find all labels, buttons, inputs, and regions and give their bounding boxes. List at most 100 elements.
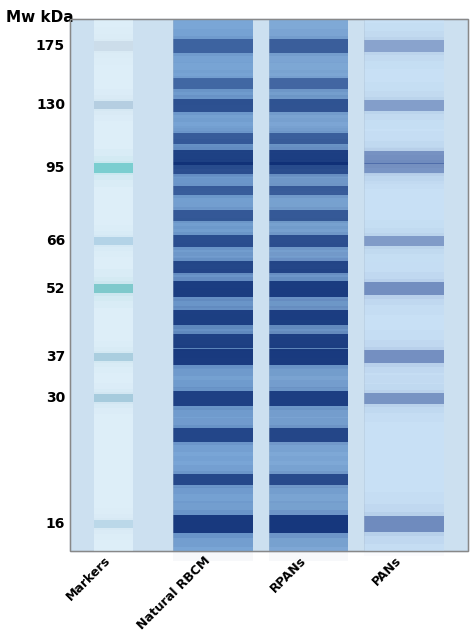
Bar: [173, 324, 253, 358]
Bar: [365, 22, 444, 69]
Bar: [173, 39, 253, 53]
Bar: [173, 244, 253, 290]
Text: 95: 95: [46, 161, 65, 175]
Bar: [173, 36, 253, 56]
Bar: [269, 252, 348, 281]
Bar: [173, 235, 253, 247]
Bar: [269, 345, 348, 369]
Bar: [365, 228, 444, 254]
Bar: [93, 161, 133, 175]
Bar: [93, 149, 133, 187]
Bar: [173, 217, 253, 264]
Bar: [269, 235, 348, 247]
Bar: [173, 29, 253, 63]
Bar: [93, 163, 133, 173]
Bar: [365, 393, 444, 404]
Bar: [173, 194, 253, 237]
Bar: [269, 324, 348, 358]
Bar: [173, 515, 253, 533]
Bar: [93, 27, 133, 65]
Bar: [93, 394, 133, 403]
Bar: [269, 19, 348, 551]
Bar: [269, 428, 348, 442]
Bar: [269, 256, 348, 320]
Bar: [173, 147, 253, 169]
Text: 30: 30: [46, 392, 65, 406]
Text: 52: 52: [46, 281, 65, 296]
Bar: [173, 99, 253, 112]
Bar: [173, 76, 253, 92]
Bar: [269, 208, 348, 223]
Bar: [173, 428, 253, 442]
Bar: [269, 369, 348, 428]
Bar: [365, 512, 444, 536]
Bar: [269, 89, 348, 122]
Bar: [269, 71, 348, 97]
Bar: [269, 133, 348, 144]
Bar: [269, 76, 348, 92]
Bar: [173, 178, 253, 203]
Bar: [93, 284, 133, 294]
Bar: [93, 351, 133, 363]
Text: 16: 16: [46, 517, 65, 531]
Bar: [93, 19, 133, 551]
Bar: [269, 349, 348, 365]
Bar: [365, 97, 444, 114]
Bar: [365, 147, 444, 189]
Bar: [269, 79, 348, 132]
Bar: [365, 233, 444, 249]
Bar: [269, 419, 348, 451]
Bar: [365, 99, 444, 112]
Bar: [173, 281, 253, 297]
Bar: [173, 261, 253, 272]
Bar: [269, 387, 348, 410]
Bar: [173, 78, 253, 89]
Bar: [269, 194, 348, 237]
Bar: [365, 504, 444, 544]
Bar: [269, 306, 348, 329]
Bar: [269, 217, 348, 264]
Bar: [365, 516, 444, 532]
Bar: [93, 96, 133, 115]
Bar: [365, 340, 444, 373]
Bar: [173, 425, 253, 445]
Bar: [173, 202, 253, 229]
Bar: [93, 41, 133, 51]
Text: RPANs: RPANs: [268, 554, 309, 595]
Bar: [173, 337, 253, 376]
Bar: [269, 62, 348, 105]
Bar: [269, 269, 348, 308]
Bar: [365, 160, 444, 176]
Bar: [173, 19, 253, 72]
Bar: [93, 514, 133, 534]
Bar: [173, 276, 253, 301]
Bar: [173, 310, 253, 325]
Bar: [93, 101, 133, 110]
Bar: [173, 128, 253, 188]
Bar: [173, 258, 253, 276]
Bar: [173, 314, 253, 367]
Bar: [269, 147, 348, 169]
Bar: [173, 79, 253, 132]
Bar: [365, 37, 444, 54]
Bar: [173, 71, 253, 97]
Bar: [269, 314, 348, 367]
Bar: [93, 231, 133, 251]
Bar: [269, 281, 348, 297]
Bar: [269, 276, 348, 301]
Bar: [269, 19, 348, 72]
Bar: [269, 128, 348, 188]
Bar: [93, 34, 133, 58]
Bar: [173, 62, 253, 105]
Bar: [269, 391, 348, 406]
Bar: [173, 19, 253, 551]
Bar: [93, 353, 133, 360]
Bar: [173, 151, 253, 165]
Bar: [269, 288, 348, 347]
Bar: [173, 470, 253, 488]
Bar: [173, 145, 253, 192]
Bar: [93, 237, 133, 245]
Bar: [93, 340, 133, 372]
Bar: [173, 133, 253, 144]
Bar: [365, 272, 444, 305]
